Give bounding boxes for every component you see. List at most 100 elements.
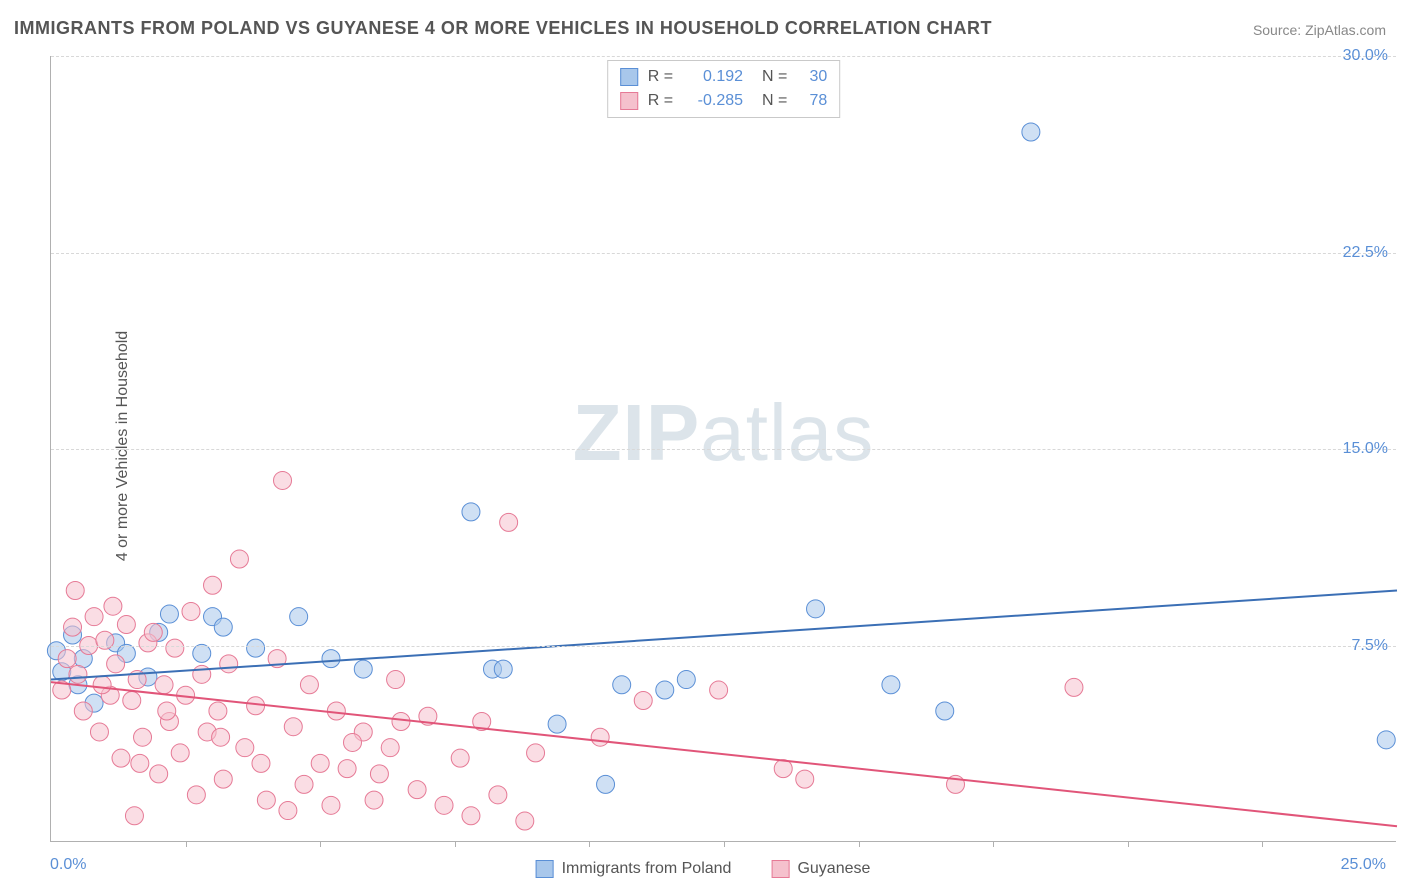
x-tick — [993, 841, 994, 847]
data-point — [212, 728, 230, 746]
data-point — [1377, 731, 1395, 749]
source-attribution: Source: ZipAtlas.com — [1253, 22, 1386, 38]
data-point — [548, 715, 566, 733]
data-point — [311, 754, 329, 772]
data-point — [774, 760, 792, 778]
data-point — [527, 744, 545, 762]
data-point — [370, 765, 388, 783]
data-point — [107, 655, 125, 673]
legend-label: Immigrants from Poland — [562, 860, 732, 878]
x-axis-max-label: 25.0% — [1341, 856, 1386, 874]
data-point — [69, 665, 87, 683]
data-point — [284, 718, 302, 736]
stat-n-value: 30 — [797, 65, 827, 89]
legend-label: Guyanese — [797, 860, 870, 878]
data-point — [387, 671, 405, 689]
stat-r-value: 0.192 — [683, 65, 743, 89]
data-point — [134, 728, 152, 746]
data-point — [257, 791, 275, 809]
stat-r-value: -0.285 — [683, 89, 743, 113]
stats-box: R = 0.192 N = 30R = -0.285 N = 78 — [607, 60, 841, 118]
stat-n-prefix: N = — [753, 89, 787, 113]
data-point — [936, 702, 954, 720]
data-point — [365, 791, 383, 809]
x-tick — [859, 841, 860, 847]
stat-n-value: 78 — [797, 89, 827, 113]
legend-swatch — [536, 860, 554, 878]
data-point — [408, 781, 426, 799]
y-tick-label: 15.0% — [1343, 440, 1388, 458]
data-point — [300, 676, 318, 694]
trend-line — [51, 590, 1397, 679]
legend-swatch — [620, 68, 638, 86]
gridline — [51, 646, 1396, 647]
data-point — [500, 513, 518, 531]
data-point — [247, 639, 265, 657]
y-tick-label: 7.5% — [1352, 637, 1388, 655]
data-point — [220, 655, 238, 673]
data-point — [214, 770, 232, 788]
y-tick-label: 22.5% — [1343, 244, 1388, 262]
gridline — [51, 253, 1396, 254]
x-tick — [1262, 841, 1263, 847]
stats-row: R =0.192 N =30 — [620, 65, 828, 89]
gridline — [51, 56, 1396, 57]
data-point — [66, 581, 84, 599]
data-point — [494, 660, 512, 678]
data-point — [322, 650, 340, 668]
data-point — [204, 576, 222, 594]
x-tick — [320, 841, 321, 847]
chart-title: IMMIGRANTS FROM POLAND VS GUYANESE 4 OR … — [14, 18, 992, 39]
data-point — [381, 739, 399, 757]
trend-line — [51, 682, 1397, 826]
data-point — [230, 550, 248, 568]
data-point — [613, 676, 631, 694]
data-point — [462, 807, 480, 825]
legend-item: Immigrants from Poland — [536, 860, 732, 878]
data-point — [290, 608, 308, 626]
stats-row: R = -0.285 N = 78 — [620, 89, 828, 113]
data-point — [1022, 123, 1040, 141]
data-point — [516, 812, 534, 830]
data-point — [591, 728, 609, 746]
plot-area: ZIPatlas R =0.192 N =30R =-0.285 N =78 7… — [50, 56, 1396, 842]
data-point — [193, 665, 211, 683]
data-point — [295, 775, 313, 793]
data-point — [634, 692, 652, 710]
data-point — [187, 786, 205, 804]
data-point — [64, 618, 82, 636]
data-point — [597, 775, 615, 793]
x-axis-min-label: 0.0% — [50, 856, 86, 874]
data-point — [451, 749, 469, 767]
x-tick — [186, 841, 187, 847]
data-point — [58, 650, 76, 668]
stat-n-prefix: N = — [753, 65, 787, 89]
x-tick — [589, 841, 590, 847]
data-point — [90, 723, 108, 741]
data-point — [112, 749, 130, 767]
data-point — [214, 618, 232, 636]
data-point — [327, 702, 345, 720]
data-point — [209, 702, 227, 720]
data-point — [796, 770, 814, 788]
data-point — [236, 739, 254, 757]
data-point — [252, 754, 270, 772]
legend-item: Guyanese — [771, 860, 870, 878]
stat-r-prefix: R = — [648, 89, 673, 113]
data-point — [882, 676, 900, 694]
data-point — [182, 602, 200, 620]
data-point — [710, 681, 728, 699]
data-point — [123, 692, 141, 710]
data-point — [656, 681, 674, 699]
data-point — [117, 616, 135, 634]
y-tick-label: 30.0% — [1343, 47, 1388, 65]
data-point — [144, 623, 162, 641]
x-tick — [724, 841, 725, 847]
data-point — [193, 644, 211, 662]
data-point — [279, 802, 297, 820]
x-tick — [1128, 841, 1129, 847]
x-tick — [455, 841, 456, 847]
data-point — [155, 676, 173, 694]
data-point — [462, 503, 480, 521]
legend-swatch — [771, 860, 789, 878]
